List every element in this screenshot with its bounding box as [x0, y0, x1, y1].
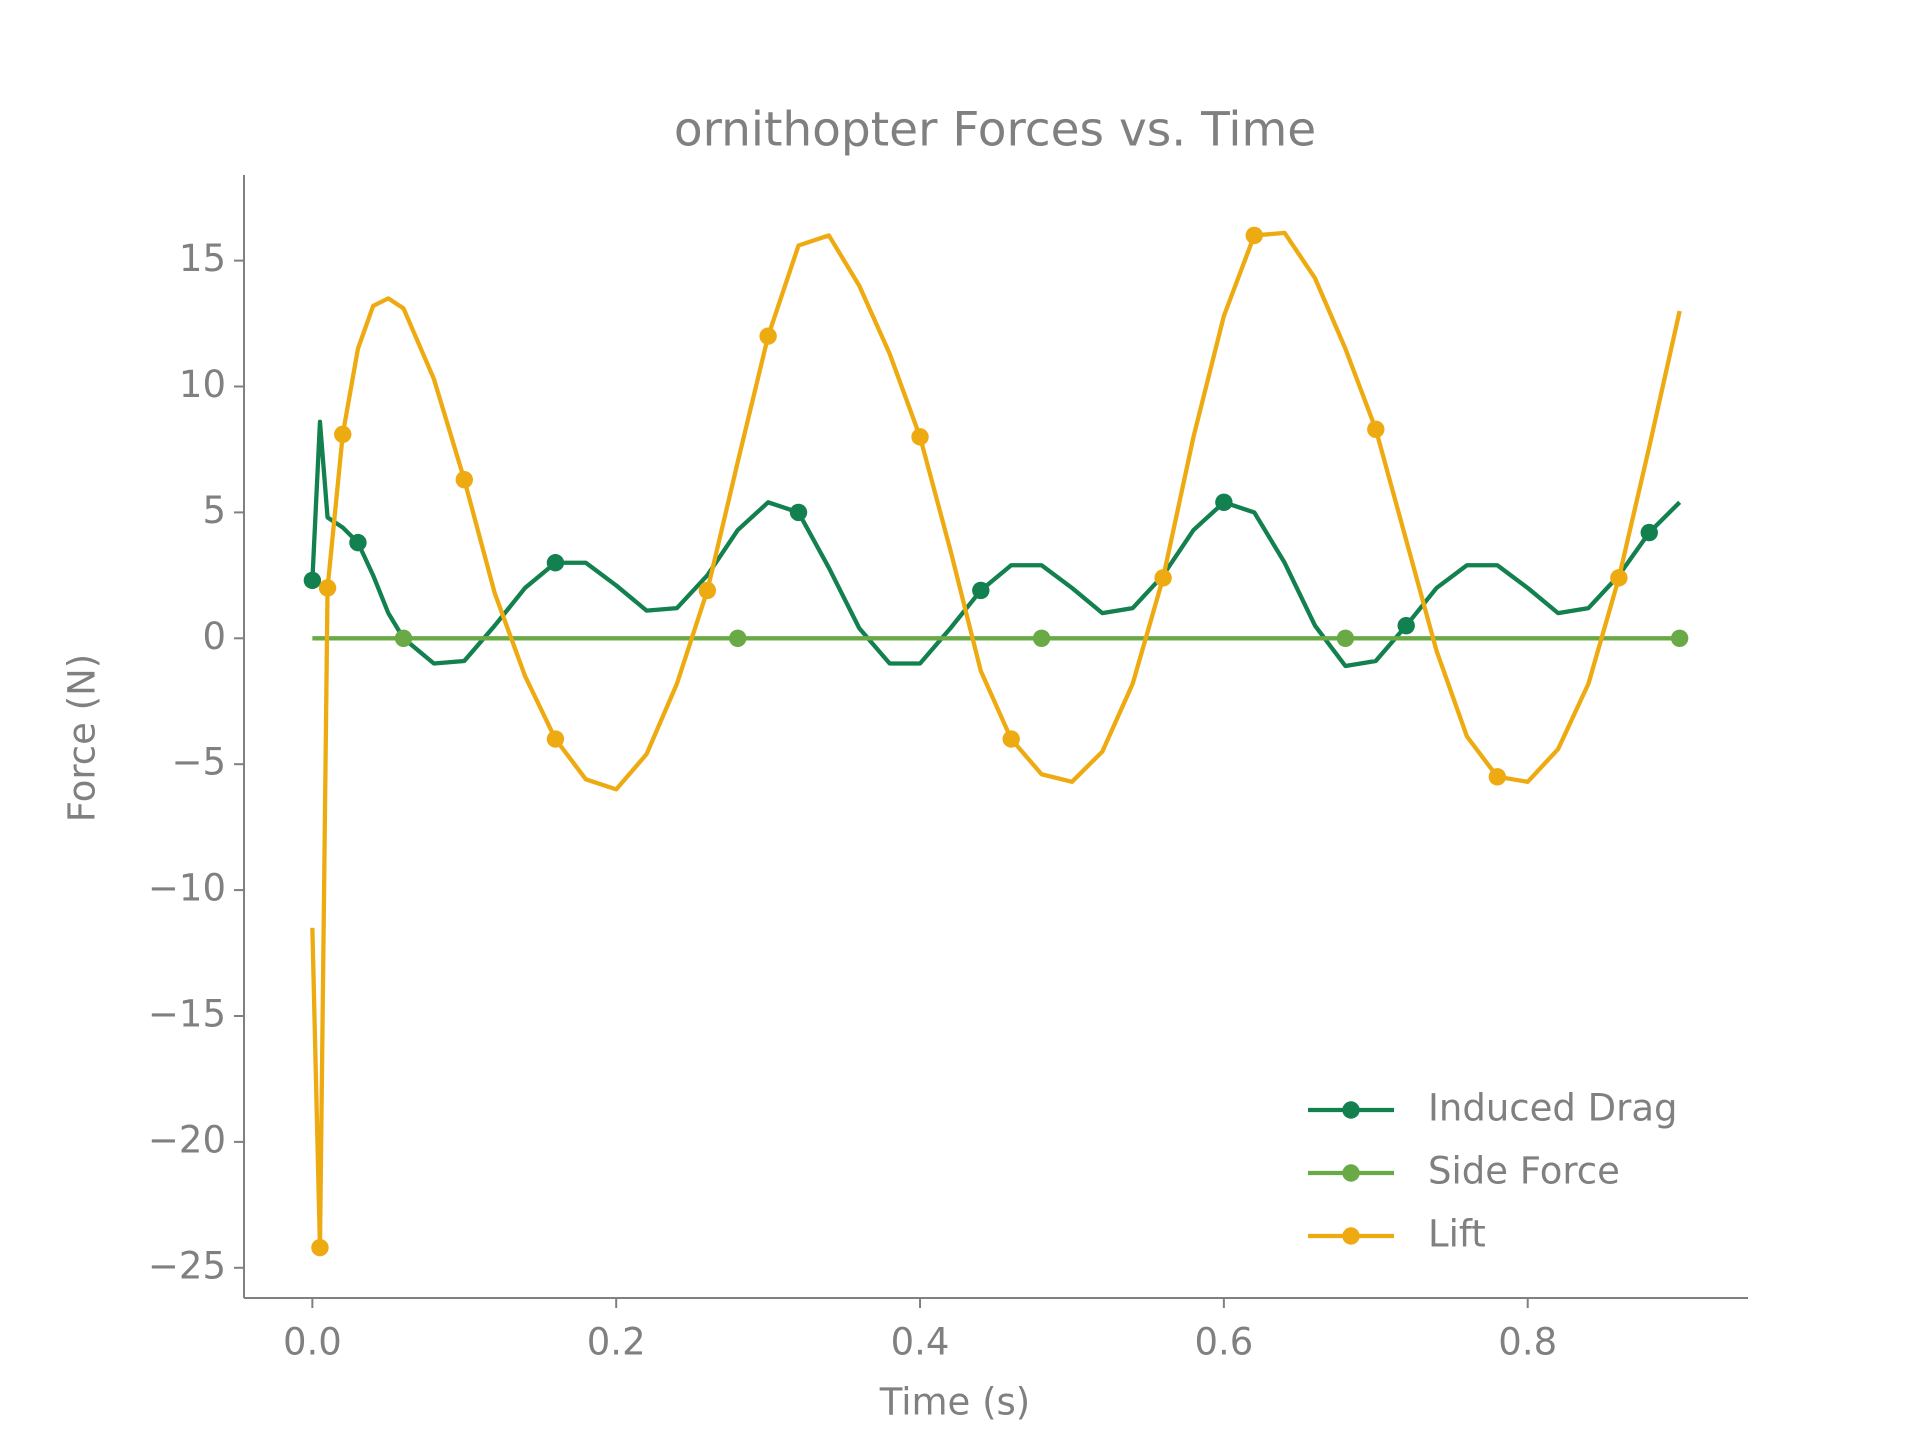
- series-marker: [1002, 730, 1020, 748]
- series-marker: [911, 428, 929, 446]
- legend-marker: [1342, 1227, 1360, 1245]
- series-marker: [1367, 420, 1385, 439]
- y-tick-label: 15: [179, 237, 226, 280]
- legend-marker: [1342, 1101, 1360, 1119]
- series-marker: [1215, 493, 1233, 512]
- series-marker: [1670, 629, 1689, 648]
- y-tick-label: 0: [202, 615, 226, 658]
- series-marker: [1488, 768, 1507, 786]
- legend-label: Lift: [1428, 1213, 1486, 1256]
- chart-title: ornithopter Forces vs. Time: [674, 103, 1316, 158]
- x-tick-label: 0.4: [891, 1321, 950, 1364]
- legend-label: Induced Drag: [1428, 1087, 1678, 1130]
- x-axis-label: Time (s): [879, 1381, 1030, 1424]
- legend-label: Side Force: [1428, 1150, 1620, 1193]
- y-tick-label: −20: [148, 1118, 226, 1161]
- series-marker: [546, 730, 565, 748]
- series-marker: [1032, 629, 1051, 648]
- y-tick-label: −5: [171, 741, 226, 784]
- series-marker: [1640, 523, 1658, 542]
- y-tick-label: −25: [148, 1244, 226, 1287]
- y-axis-label: Force (N): [61, 654, 104, 822]
- series-marker: [1154, 569, 1172, 587]
- series-marker: [546, 554, 565, 572]
- y-tick-label: −15: [148, 992, 226, 1035]
- series-marker: [1245, 226, 1263, 245]
- y-tick-label: −10: [148, 867, 226, 910]
- x-tick-label: 0.6: [1194, 1321, 1253, 1364]
- x-tick-label: 0.0: [283, 1321, 342, 1364]
- x-tick-label: 0.2: [587, 1321, 646, 1364]
- series-marker: [394, 629, 413, 648]
- series-marker: [1397, 617, 1415, 635]
- series-marker: [698, 581, 717, 600]
- y-tick-label: 5: [202, 489, 226, 532]
- series-marker: [729, 629, 747, 648]
- series-marker: [972, 581, 990, 600]
- series-marker: [1610, 569, 1628, 587]
- legend-marker: [1342, 1164, 1360, 1182]
- y-tick-label: 10: [179, 363, 226, 406]
- series-marker: [789, 503, 808, 522]
- series-marker: [311, 1238, 329, 1257]
- series-marker: [349, 533, 367, 552]
- series-line: [310, 419, 1682, 669]
- series-marker: [1336, 629, 1355, 648]
- series-marker: [303, 571, 322, 590]
- series-marker: [455, 470, 473, 489]
- series-marker: [318, 579, 337, 597]
- series-line: [310, 230, 1682, 1250]
- x-tick-label: 0.8: [1498, 1321, 1557, 1364]
- series-marker: [334, 425, 352, 444]
- series-marker: [759, 327, 777, 345]
